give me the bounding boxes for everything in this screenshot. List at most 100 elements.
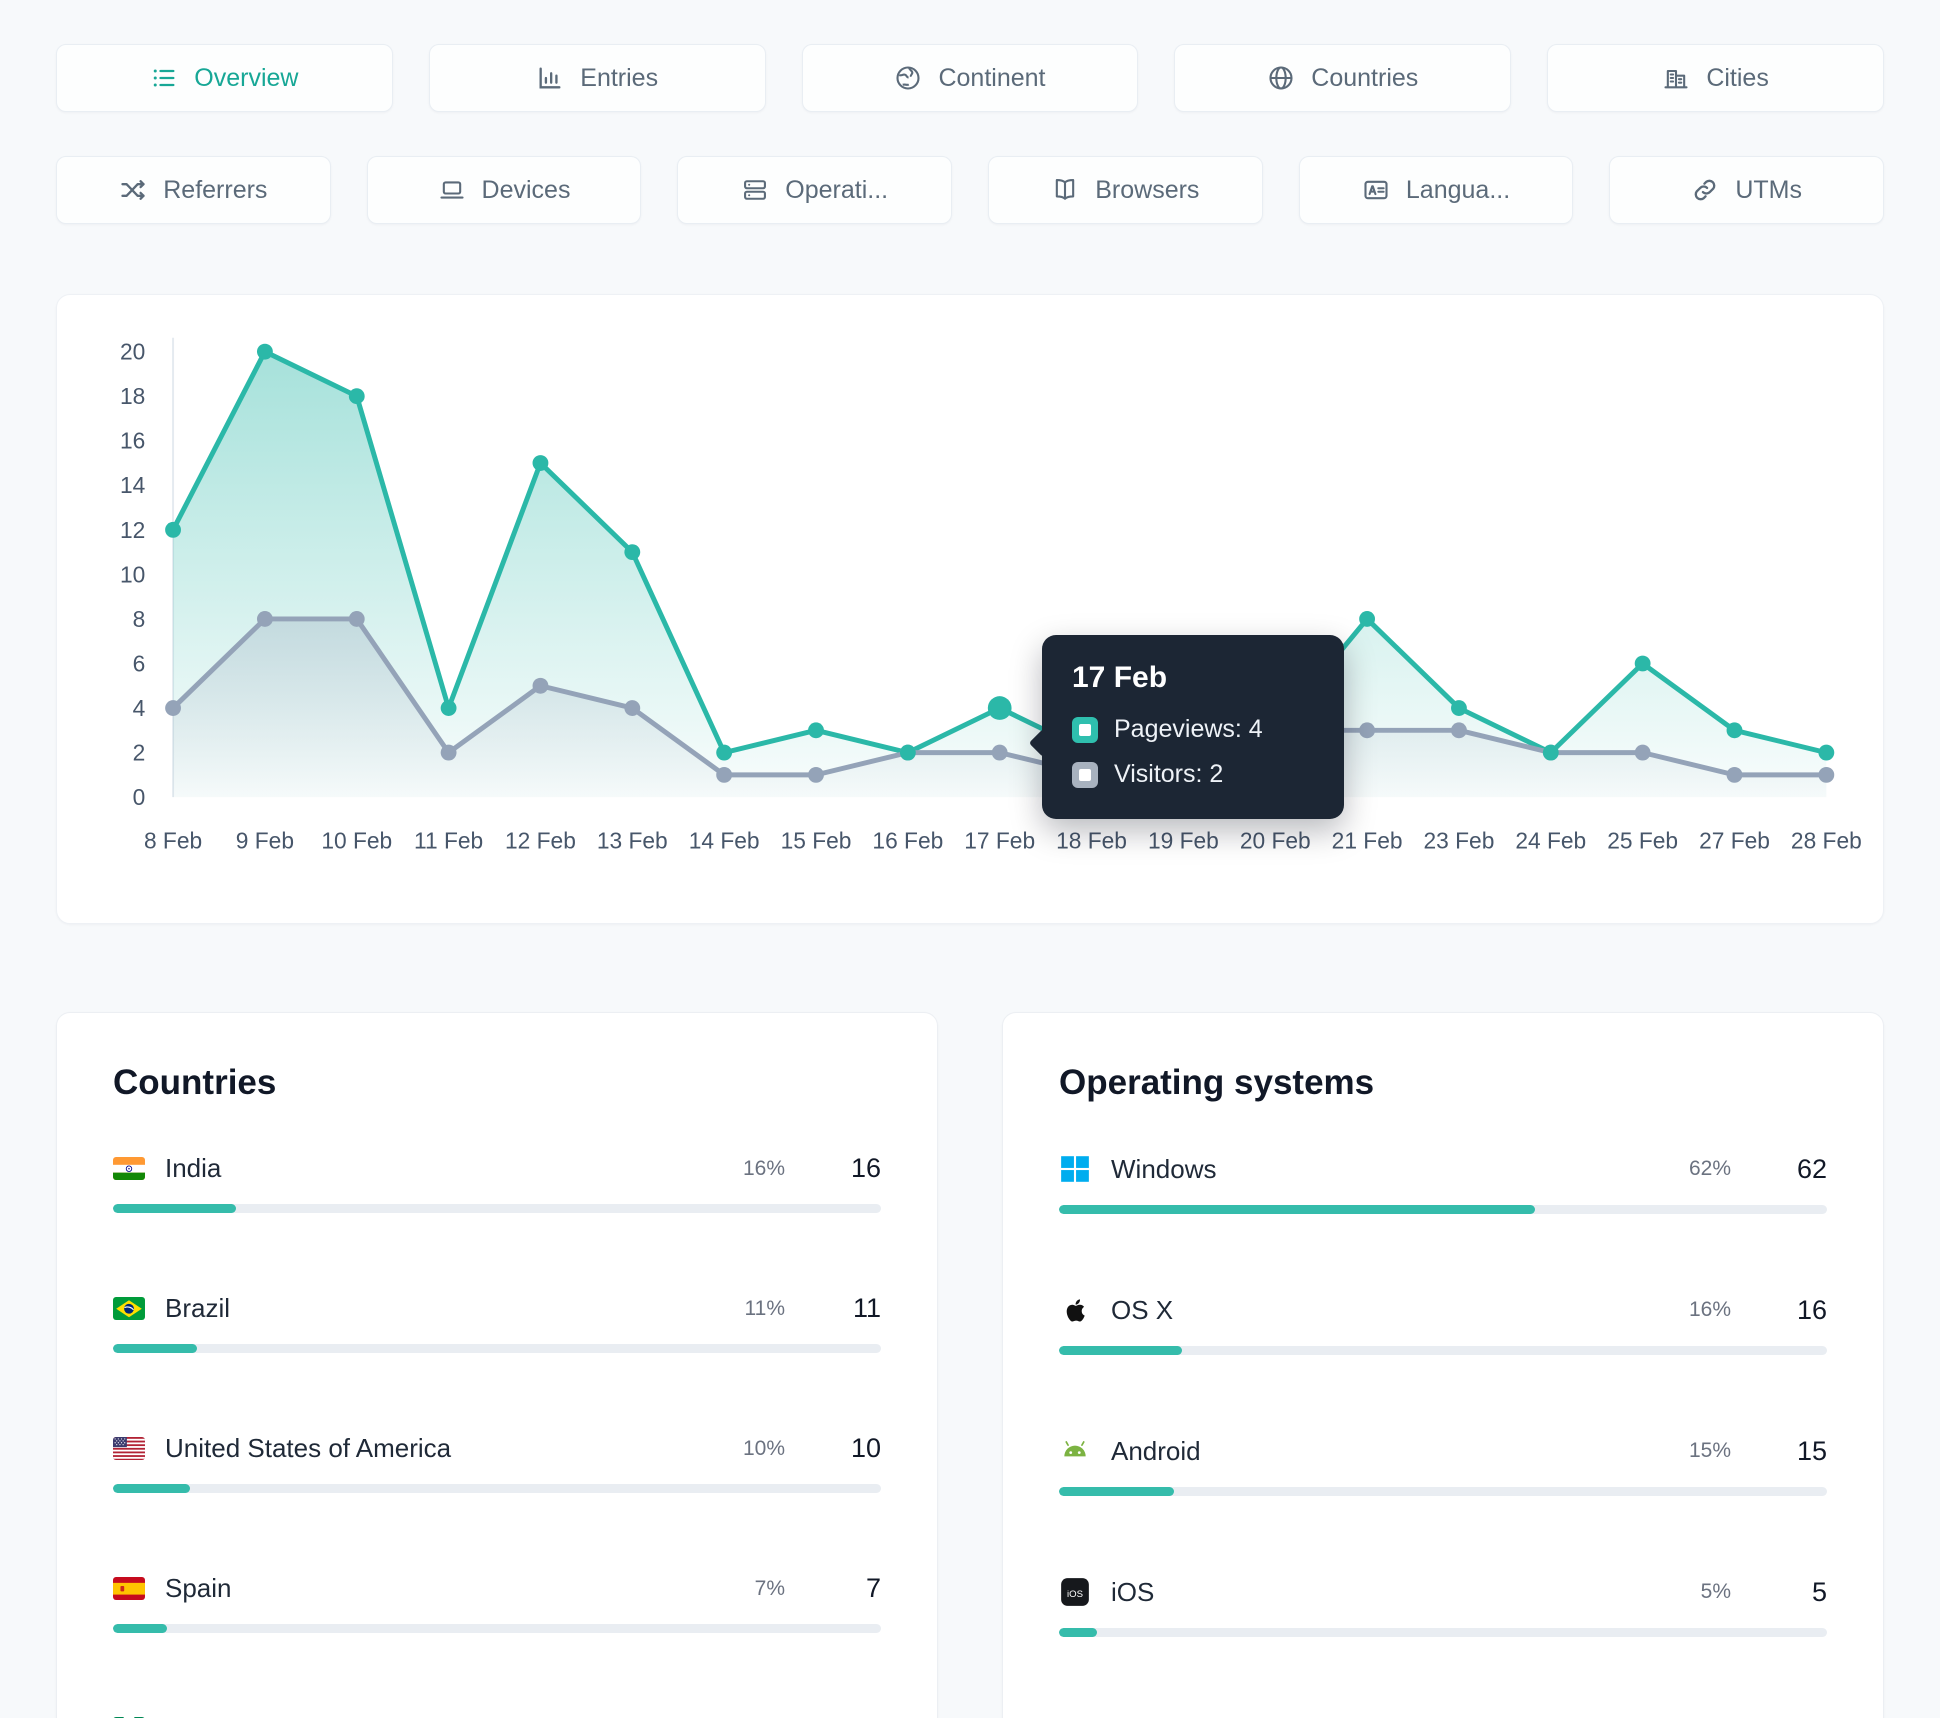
stat-row-header: India 16% 16	[113, 1153, 881, 1184]
flag-usa-icon	[113, 1436, 145, 1461]
svg-text:16: 16	[120, 428, 145, 454]
svg-text:18 Feb: 18 Feb	[1056, 828, 1127, 854]
stat-percent: 5%	[1700, 1580, 1731, 1604]
os-apple-icon	[1059, 1294, 1091, 1326]
svg-text:25 Feb: 25 Feb	[1607, 828, 1678, 854]
tab-cities[interactable]: Cities	[1547, 44, 1884, 112]
panel-title: Operating systems	[1059, 1063, 1375, 1103]
stat-name: United States of America	[165, 1433, 452, 1464]
stat-row: Windows 62% 62	[1059, 1153, 1827, 1215]
stat-progress-fill	[1059, 1205, 1536, 1215]
svg-text:0: 0	[133, 784, 146, 810]
tab-overview[interactable]: Overview	[56, 44, 393, 112]
stat-progress-track	[1059, 1487, 1827, 1497]
stat-progress-track	[1059, 1346, 1827, 1356]
tab-operating-systems[interactable]: Operati...	[677, 156, 953, 224]
stat-progress-fill	[113, 1204, 236, 1214]
tab-label: Countries	[1311, 63, 1419, 92]
stat-progress-fill	[113, 1344, 198, 1354]
stat-row: Brazil 11% 11	[113, 1293, 881, 1354]
svg-text:20 Feb: 20 Feb	[1240, 828, 1311, 854]
tooltip-row: Visitors: 2	[1072, 760, 1314, 789]
tab-devices[interactable]: Devices	[366, 156, 642, 224]
buildings-icon	[1664, 69, 1688, 89]
stat-progress-fill	[1059, 1487, 1175, 1497]
tab-label: Operati...	[785, 175, 889, 204]
flag-india-icon	[113, 1156, 145, 1181]
stat-progress-track	[1059, 1205, 1827, 1215]
stat-row: OS X 16% 16	[1059, 1294, 1827, 1356]
series-swatch-icon	[1072, 761, 1098, 788]
stat-row-header: iOS iOS 5% 5	[1059, 1576, 1827, 1608]
translate-icon	[1364, 180, 1388, 200]
operating-systems-panel: Operating systems Windows 62% 62 OS X 16% 16 A…	[1002, 1012, 1884, 1718]
traffic-chart-card: 0 2 4 6 8 10 12 14 16 18 20 8 Feb 9 Feb 10 Feb 11 Feb 1…	[56, 294, 1884, 925]
svg-text:12 Feb: 12 Feb	[505, 828, 576, 854]
stat-row: United States of America 10% 10	[113, 1433, 881, 1494]
tab-label: Cities	[1706, 63, 1769, 92]
tab-continent[interactable]: Continent	[801, 44, 1139, 112]
svg-text:20: 20	[120, 339, 145, 365]
tab-languages[interactable]: Langua...	[1298, 156, 1574, 224]
tab-countries[interactable]: Countries	[1174, 44, 1512, 112]
stat-value: 7	[865, 1573, 881, 1604]
tab-label: Browsers	[1095, 175, 1200, 204]
stat-progress-track	[1059, 1628, 1827, 1638]
tab-entries[interactable]: Entries	[428, 44, 766, 112]
stat-progress-fill	[1059, 1628, 1098, 1638]
svg-text:19 Feb: 19 Feb	[1148, 828, 1219, 854]
stat-progress-fill	[1059, 1346, 1182, 1356]
svg-text:8 Feb: 8 Feb	[144, 828, 202, 854]
server-stack-icon	[744, 180, 767, 200]
tab-referrers[interactable]: Referrers	[56, 156, 331, 224]
stat-percent: 16%	[742, 1156, 785, 1180]
stat-name: Nigeria	[165, 1713, 735, 1718]
stat-name: Brazil	[165, 1293, 231, 1324]
traffic-chart[interactable]: 0 2 4 6 8 10 12 14 16 18 20 8 Feb 9 Feb 10 Feb 11 Feb 1…	[79, 317, 1861, 901]
svg-text:9 Feb: 9 Feb	[236, 828, 294, 854]
svg-text:11 Feb: 11 Feb	[414, 828, 483, 854]
svg-text:10 Feb: 10 Feb	[321, 828, 392, 854]
globe-icon	[1269, 66, 1293, 90]
flag-brazil-icon	[113, 1296, 145, 1321]
tab-label: Continent	[938, 63, 1046, 92]
stat-percent: 10%	[742, 1436, 785, 1460]
tabs-row-2: Referrers Devices Operati... Browsers La…	[56, 156, 1885, 224]
svg-text:13 Feb: 13 Feb	[597, 828, 668, 854]
tab-label: Entries	[580, 63, 659, 92]
tooltip-row-text: Visitors: 2	[1114, 760, 1224, 788]
stat-panels: Countries India 16% 16 Brazil 11% 11 United St…	[56, 1012, 1884, 1718]
stat-value: 16	[1796, 1294, 1827, 1325]
chart-tooltip-rows: Pageviews: 4 Visitors: 2	[1072, 715, 1314, 789]
stat-row: Spain 7% 7	[113, 1573, 881, 1634]
svg-text:15 Feb: 15 Feb	[781, 828, 852, 854]
tab-utms[interactable]: UTMs	[1609, 156, 1885, 224]
svg-text:27 Feb: 27 Feb	[1699, 828, 1770, 854]
panel-title: Countries	[113, 1063, 277, 1103]
chart-tooltip: 17 Feb Pageviews: 4 Visitors: 2	[1042, 635, 1344, 819]
stat-progress-track	[113, 1344, 881, 1354]
stat-name: Spain	[165, 1573, 232, 1604]
countries-rows: India 16% 16 Brazil 11% 11 United States of Am…	[113, 1153, 881, 1718]
stat-progress-track	[113, 1204, 881, 1214]
laptop-icon	[439, 181, 464, 199]
os-rows: Windows 62% 62 OS X 16% 16 Android 15% 15 iOS iOS 5…	[1059, 1153, 1827, 1718]
stat-value: 11	[852, 1293, 881, 1324]
stat-row: iOS iOS 5% 5	[1059, 1576, 1827, 1638]
tab-browsers[interactable]: Browsers	[988, 156, 1263, 224]
stat-percent: 15%	[1688, 1439, 1731, 1463]
os-ios-icon: iOS	[1059, 1576, 1091, 1608]
svg-text:28 Feb: 28 Feb	[1791, 828, 1861, 854]
svg-text:10: 10	[120, 561, 145, 587]
list-icon	[154, 69, 175, 87]
stat-name: Windows	[1111, 1153, 1217, 1184]
stat-row-header: Brazil 11% 11	[113, 1293, 881, 1324]
shuffle-icon	[121, 180, 145, 200]
stat-value: 16	[850, 1153, 881, 1184]
series-swatch-icon	[1072, 716, 1098, 743]
tooltip-row: Pageviews: 4	[1072, 715, 1314, 744]
stat-value: 62	[1796, 1153, 1827, 1184]
stat-progress-fill	[113, 1624, 167, 1634]
svg-text:8: 8	[133, 606, 146, 632]
